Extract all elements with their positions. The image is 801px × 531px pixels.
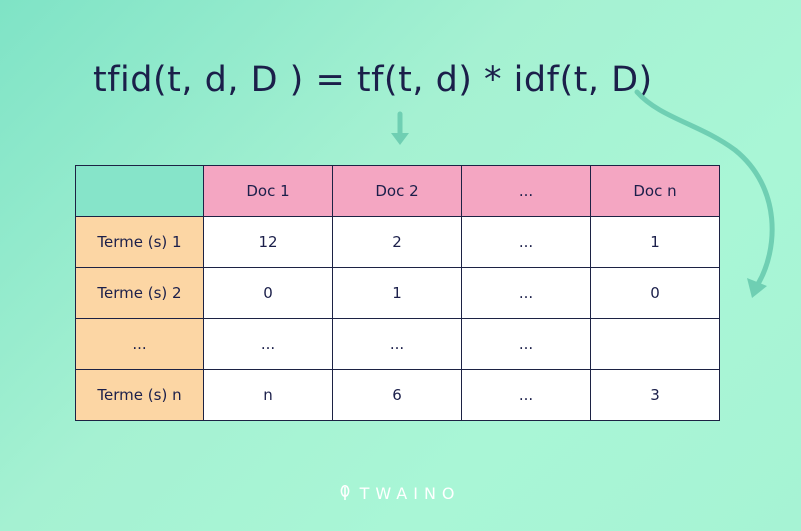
table-cell: 12 — [203, 216, 333, 268]
table-cell: ... — [203, 318, 333, 370]
row-label: ... — [75, 318, 204, 370]
table-cell: ... — [461, 369, 591, 421]
table-cell: 1 — [590, 216, 720, 268]
table-cell: 3 — [590, 369, 720, 421]
twaino-logo: TWAINO — [0, 484, 801, 503]
table-row: Terme (s) 1 12 2 ... 1 — [75, 216, 720, 268]
table-row: ... ... ... ... — [75, 318, 720, 370]
leaf-icon — [340, 484, 355, 503]
table-cell: ... — [461, 267, 591, 319]
table-cell: 0 — [203, 267, 333, 319]
table-cell: ... — [461, 216, 591, 268]
table-cell: ... — [332, 318, 462, 370]
table-cell: ... — [461, 318, 591, 370]
table-cell: 0 — [590, 267, 720, 319]
down-arrow-icon — [391, 111, 409, 145]
table-cell: 6 — [332, 369, 462, 421]
table-row: Terme (s) n n 6 ... 3 — [75, 369, 720, 421]
table-header-row: Doc 1 Doc 2 ... Doc n — [75, 165, 720, 217]
tfidf-formula: tfid(t, d, D ) = tf(t, d) * idf(t, D) — [93, 60, 653, 100]
header-cell: Doc 1 — [203, 165, 333, 217]
table-corner-cell — [75, 165, 204, 217]
curved-arrow-icon — [634, 89, 775, 298]
table-row: Terme (s) 2 0 1 ... 0 — [75, 267, 720, 319]
row-label: Terme (s) n — [75, 369, 204, 421]
row-label: Terme (s) 2 — [75, 267, 204, 319]
header-cell: Doc 2 — [332, 165, 462, 217]
table-cell: n — [203, 369, 333, 421]
table-cell: 2 — [332, 216, 462, 268]
header-cell: Doc n — [590, 165, 720, 217]
table-cell — [590, 318, 720, 370]
row-label: Terme (s) 1 — [75, 216, 204, 268]
header-cell: ... — [461, 165, 591, 217]
term-document-table: Doc 1 Doc 2 ... Doc n Terme (s) 1 12 2 .… — [75, 165, 720, 421]
table-cell: 1 — [332, 267, 462, 319]
logo-text: TWAINO — [359, 484, 461, 503]
